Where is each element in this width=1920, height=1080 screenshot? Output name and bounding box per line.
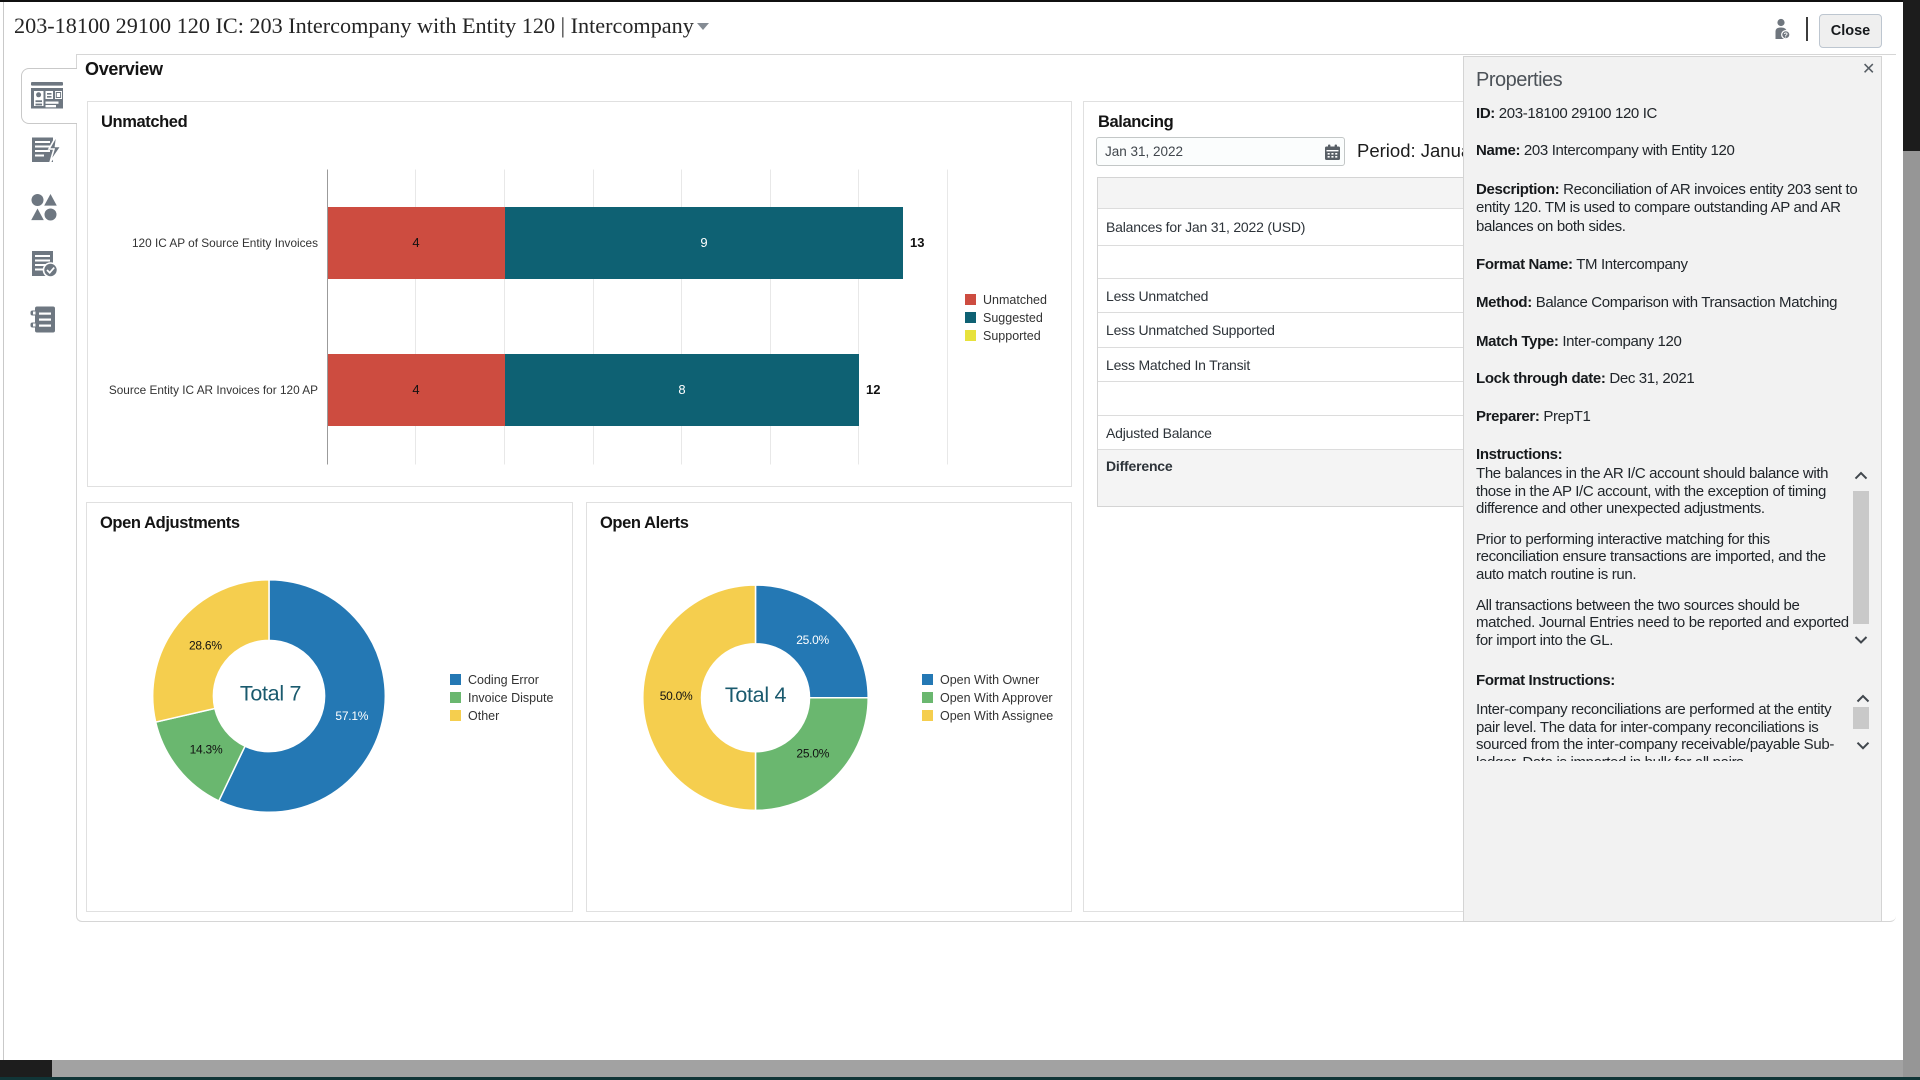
svg-text:?: ?	[1784, 32, 1788, 39]
svg-text:25.0%: 25.0%	[796, 747, 829, 761]
svg-text:14.3%: 14.3%	[190, 743, 223, 757]
svg-text:120 IC AP of Source Entity Inv: 120 IC AP of Source Entity Invoices	[132, 236, 318, 250]
svg-text:Source Entity IC AR Invoices f: Source Entity IC AR Invoices for 120 AP	[109, 383, 318, 397]
svg-text:9: 9	[700, 235, 707, 250]
svg-text:Total 7: Total 7	[240, 682, 301, 706]
svg-text:Total 4: Total 4	[725, 683, 787, 707]
svg-text:4: 4	[412, 235, 419, 250]
svg-text:4: 4	[412, 382, 419, 397]
svg-text:12: 12	[866, 382, 880, 397]
svg-text:8: 8	[678, 382, 685, 397]
svg-text:50.0%: 50.0%	[660, 689, 693, 703]
svg-text:13: 13	[910, 235, 924, 250]
svg-text:28.6%: 28.6%	[189, 638, 222, 652]
svg-text:57.1%: 57.1%	[335, 709, 368, 723]
svg-text:25.0%: 25.0%	[796, 633, 829, 647]
